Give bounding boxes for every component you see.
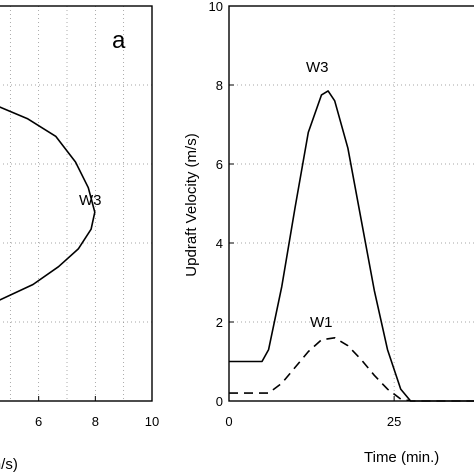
panel-a-series-label-w3: W3: [79, 192, 102, 209]
panel-b-series-w3: [229, 90, 474, 402]
panel-b-y-tick-label: 6: [216, 157, 223, 172]
panel-b-y-axis-title: Updraft Velocity (m/s): [183, 133, 200, 276]
panel-b-y-tick-label: 4: [216, 236, 223, 251]
panel-a-series-w3: [0, 106, 96, 301]
panel-b-series-label-w3: W3: [306, 59, 329, 76]
panel-b-frame: [228, 5, 474, 402]
panel-b-series-label-w1: W1: [310, 314, 333, 331]
panel-b-x-tick-label: 25: [387, 414, 401, 429]
panel-b-series-w1: [229, 337, 474, 402]
panel-b-y-tick-label: 2: [216, 315, 223, 330]
panel-a-frame: [0, 5, 153, 402]
panel-a-x-tick-label: 8: [92, 414, 99, 429]
panel-b-y-tick-label: 10: [209, 0, 223, 14]
panel-a-x-tick-label: 6: [35, 414, 42, 429]
panel-b-x-axis-title: Time (min.): [364, 449, 439, 466]
panel-a-x-axis-title: y (m/s): [0, 456, 18, 473]
panel-b-x-tick-label: 0: [225, 414, 232, 429]
panel-a-x-tick-label: 10: [145, 414, 159, 429]
panel-b-y-tick-label: 8: [216, 78, 223, 93]
panel-b-y-tick-label: 0: [216, 394, 223, 409]
panel-a-letter: a: [112, 27, 126, 54]
